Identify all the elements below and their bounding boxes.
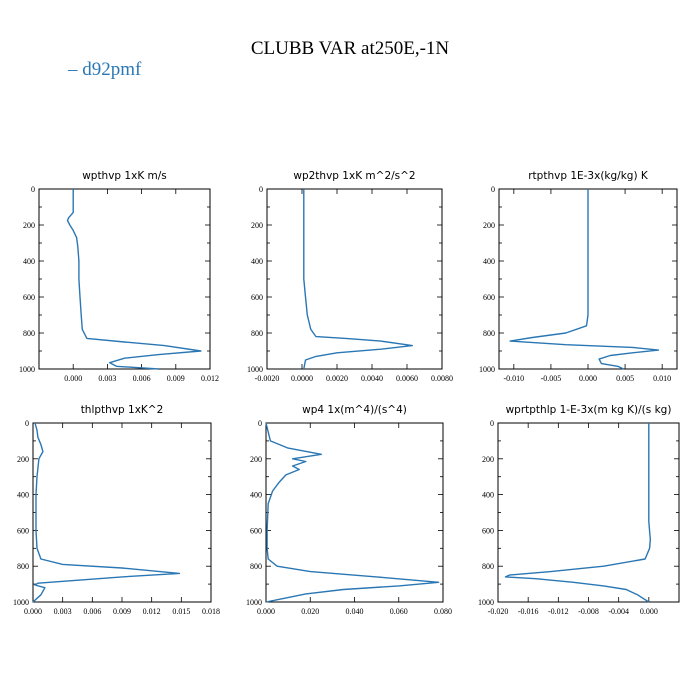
panel-title: wpthvp 1xK m/s (82, 170, 167, 182)
panel-3: rtpthvp 1E-3x(kg/kg) K02004006008001000-… (479, 170, 678, 383)
panel-1: wpthvp 1xK m/s 0 200 400 600 800 1000 0.000 0.00… (19, 170, 219, 383)
x-tick-label: 0.005 (616, 374, 634, 383)
y-tick-label: 1000 (247, 365, 263, 374)
series-line-d92pmf (265, 422, 440, 603)
x-tick-label: 0.040 (346, 607, 364, 616)
x-tick-label: 0.0020 (326, 374, 348, 383)
x-tick-label: 0.080 (434, 607, 452, 616)
series-line-d92pmf (504, 423, 651, 603)
x-tick-label: 0.006 (133, 374, 151, 383)
x-tick-label: 0.003 (98, 374, 116, 383)
figure-title: CLUBB VAR at250E,-1N (251, 38, 450, 59)
series-line-d92pmf (303, 189, 413, 370)
panel-6: wprtpthlp 1-E-3x(m kg K)/(s kg) 0 200 400 60… (478, 404, 680, 616)
x-tick-label: 0.000 (257, 607, 275, 616)
series-line-d92pmf (66, 189, 202, 370)
y-tick-label: 200 (17, 455, 29, 464)
x-tick-label: 0.000 (579, 374, 597, 383)
y-tick-label: 800 (483, 329, 495, 338)
y-tick-label: 800 (23, 329, 35, 338)
panel-title: wp2thvp 1xK m^2/s^2 (293, 170, 415, 182)
x-tick-label: 0.012 (143, 607, 161, 616)
y-tick-label: 800 (250, 562, 262, 571)
y-tick-label: 400 (23, 257, 35, 266)
x-tick-label: 0.015 (172, 607, 190, 616)
x-tick-label: 0.0000 (291, 374, 313, 383)
y-tick-label: 0 (258, 419, 262, 428)
y-tick-label: 1000 (246, 598, 262, 607)
panel-2: wp2thvp 1xK m^2/s^2 0 200 400 600 800 1000-0.0… (247, 170, 453, 383)
y-tick-label: 600 (250, 526, 262, 535)
y-tick-label: 600 (483, 293, 495, 302)
y-tick-label: 200 (23, 221, 35, 230)
y-tick-label: 200 (482, 455, 494, 464)
y-tick-label: 600 (23, 293, 35, 302)
plot-frame (32, 422, 212, 603)
y-tick-label: 200 (483, 221, 495, 230)
y-tick-label: 600 (482, 526, 494, 535)
plot-frame (266, 188, 443, 370)
x-tick-label: 0.000 (24, 607, 42, 616)
y-tick-label: 1000 (19, 365, 35, 374)
y-tick-label: 0 (259, 185, 263, 194)
x-tick-label: -0.016 (518, 607, 539, 616)
x-tick-label: -0.010 (503, 374, 524, 383)
plot-frame (497, 422, 680, 603)
y-tick-label: 800 (17, 562, 29, 571)
series-line-d92pmf (509, 189, 660, 370)
panel-title: wp4 1x(m^4)/(s^4) (302, 404, 407, 416)
x-tick-label: -0.020 (488, 607, 509, 616)
y-tick-label: 600 (17, 526, 29, 535)
y-tick-label: 0 (25, 419, 29, 428)
y-tick-label: 1000 (13, 598, 29, 607)
x-tick-label: -0.0020 (255, 374, 280, 383)
x-tick-label: 0.0080 (431, 374, 453, 383)
y-tick-label: 400 (251, 257, 263, 266)
y-tick-label: 400 (483, 257, 495, 266)
x-tick-label: 0.000 (64, 374, 82, 383)
x-tick-label: -0.004 (608, 607, 629, 616)
x-tick-label: 0.020 (301, 607, 319, 616)
legend: – d92pmf (67, 59, 142, 80)
panel-title: rtpthvp 1E-3x(kg/kg) K (528, 170, 649, 182)
y-tick-label: 1000 (479, 365, 495, 374)
x-tick-label: 0.006 (83, 607, 101, 616)
x-tick-label: -0.005 (541, 374, 562, 383)
y-tick-label: 800 (482, 562, 494, 571)
x-tick-label: 0.000 (640, 607, 658, 616)
y-tick-label: 0 (31, 185, 35, 194)
y-tick-label: 400 (17, 491, 29, 500)
x-tick-label: 0.0040 (361, 374, 383, 383)
y-tick-label: 800 (251, 329, 263, 338)
x-tick-label: -0.008 (578, 607, 599, 616)
y-tick-label: 200 (250, 455, 262, 464)
x-tick-label: 0.012 (201, 374, 219, 383)
series-line-d92pmf (32, 422, 181, 603)
y-tick-label: 400 (482, 491, 494, 500)
panel-title: wprtpthlp 1-E-3x(m kg K)/(s kg) (506, 404, 672, 416)
y-tick-label: 0 (490, 419, 494, 428)
x-tick-label: -0.012 (548, 607, 569, 616)
x-tick-label: 0.003 (54, 607, 72, 616)
y-tick-label: 1000 (478, 598, 494, 607)
x-tick-label: 0.010 (653, 374, 671, 383)
y-tick-label: 200 (251, 221, 263, 230)
panel-title: thlpthvp 1xK^2 (81, 404, 164, 416)
y-tick-label: 600 (251, 293, 263, 302)
x-tick-label: 0.060 (390, 607, 408, 616)
x-tick-label: 0.0060 (396, 374, 418, 383)
legend-entry: – d92pmf (67, 59, 142, 80)
x-tick-label: 0.009 (113, 607, 131, 616)
x-tick-label: 0.018 (202, 607, 220, 616)
y-tick-label: 0 (491, 185, 495, 194)
y-tick-label: 400 (250, 491, 262, 500)
x-tick-label: 0.009 (167, 374, 185, 383)
